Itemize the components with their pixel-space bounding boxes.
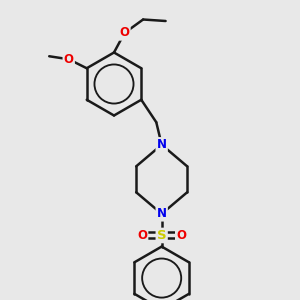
Text: O: O [64, 53, 74, 66]
Text: O: O [137, 229, 147, 242]
Text: S: S [157, 229, 166, 242]
Text: N: N [157, 207, 167, 220]
Text: O: O [119, 26, 130, 40]
Text: N: N [157, 138, 167, 151]
Text: O: O [176, 229, 186, 242]
